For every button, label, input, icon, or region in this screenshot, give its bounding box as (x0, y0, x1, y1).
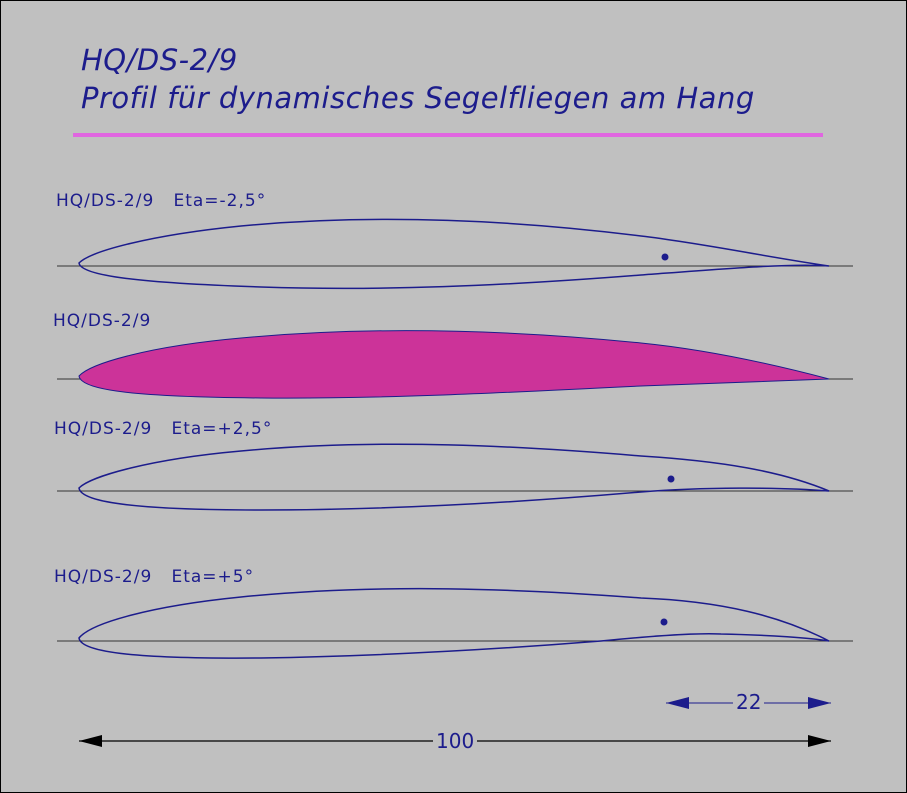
arrow-left-icon (666, 697, 689, 709)
profile-label-2: HQ/DS-2/9 (53, 311, 152, 331)
hinge-point-4 (660, 618, 668, 626)
arrow-right-icon (808, 735, 831, 747)
arrow-right-icon (808, 697, 831, 709)
airfoil-outline-3 (78, 443, 830, 511)
airfoil-outline-1 (78, 218, 830, 290)
arrow-left-icon (79, 735, 102, 747)
profile-label-3: HQ/DS-2/9 Eta=+2,5° (54, 419, 273, 439)
title-line-1: HQ/DS-2/9 (81, 43, 238, 77)
airfoil-outline-4 (78, 587, 830, 659)
profile-label-1: HQ/DS-2/9 Eta=-2,5° (56, 191, 267, 211)
flap-dimension-label: 22 (733, 690, 765, 714)
profile-label-4: HQ/DS-2/9 Eta=+5° (54, 567, 255, 587)
airfoil-filled (78, 330, 830, 399)
chord-dimension-label: 100 (433, 729, 478, 753)
title-line-2: Profil für dynamisches Segelfliegen am H… (81, 81, 755, 115)
hinge-point-3 (667, 475, 675, 483)
hinge-point-1 (661, 253, 669, 261)
